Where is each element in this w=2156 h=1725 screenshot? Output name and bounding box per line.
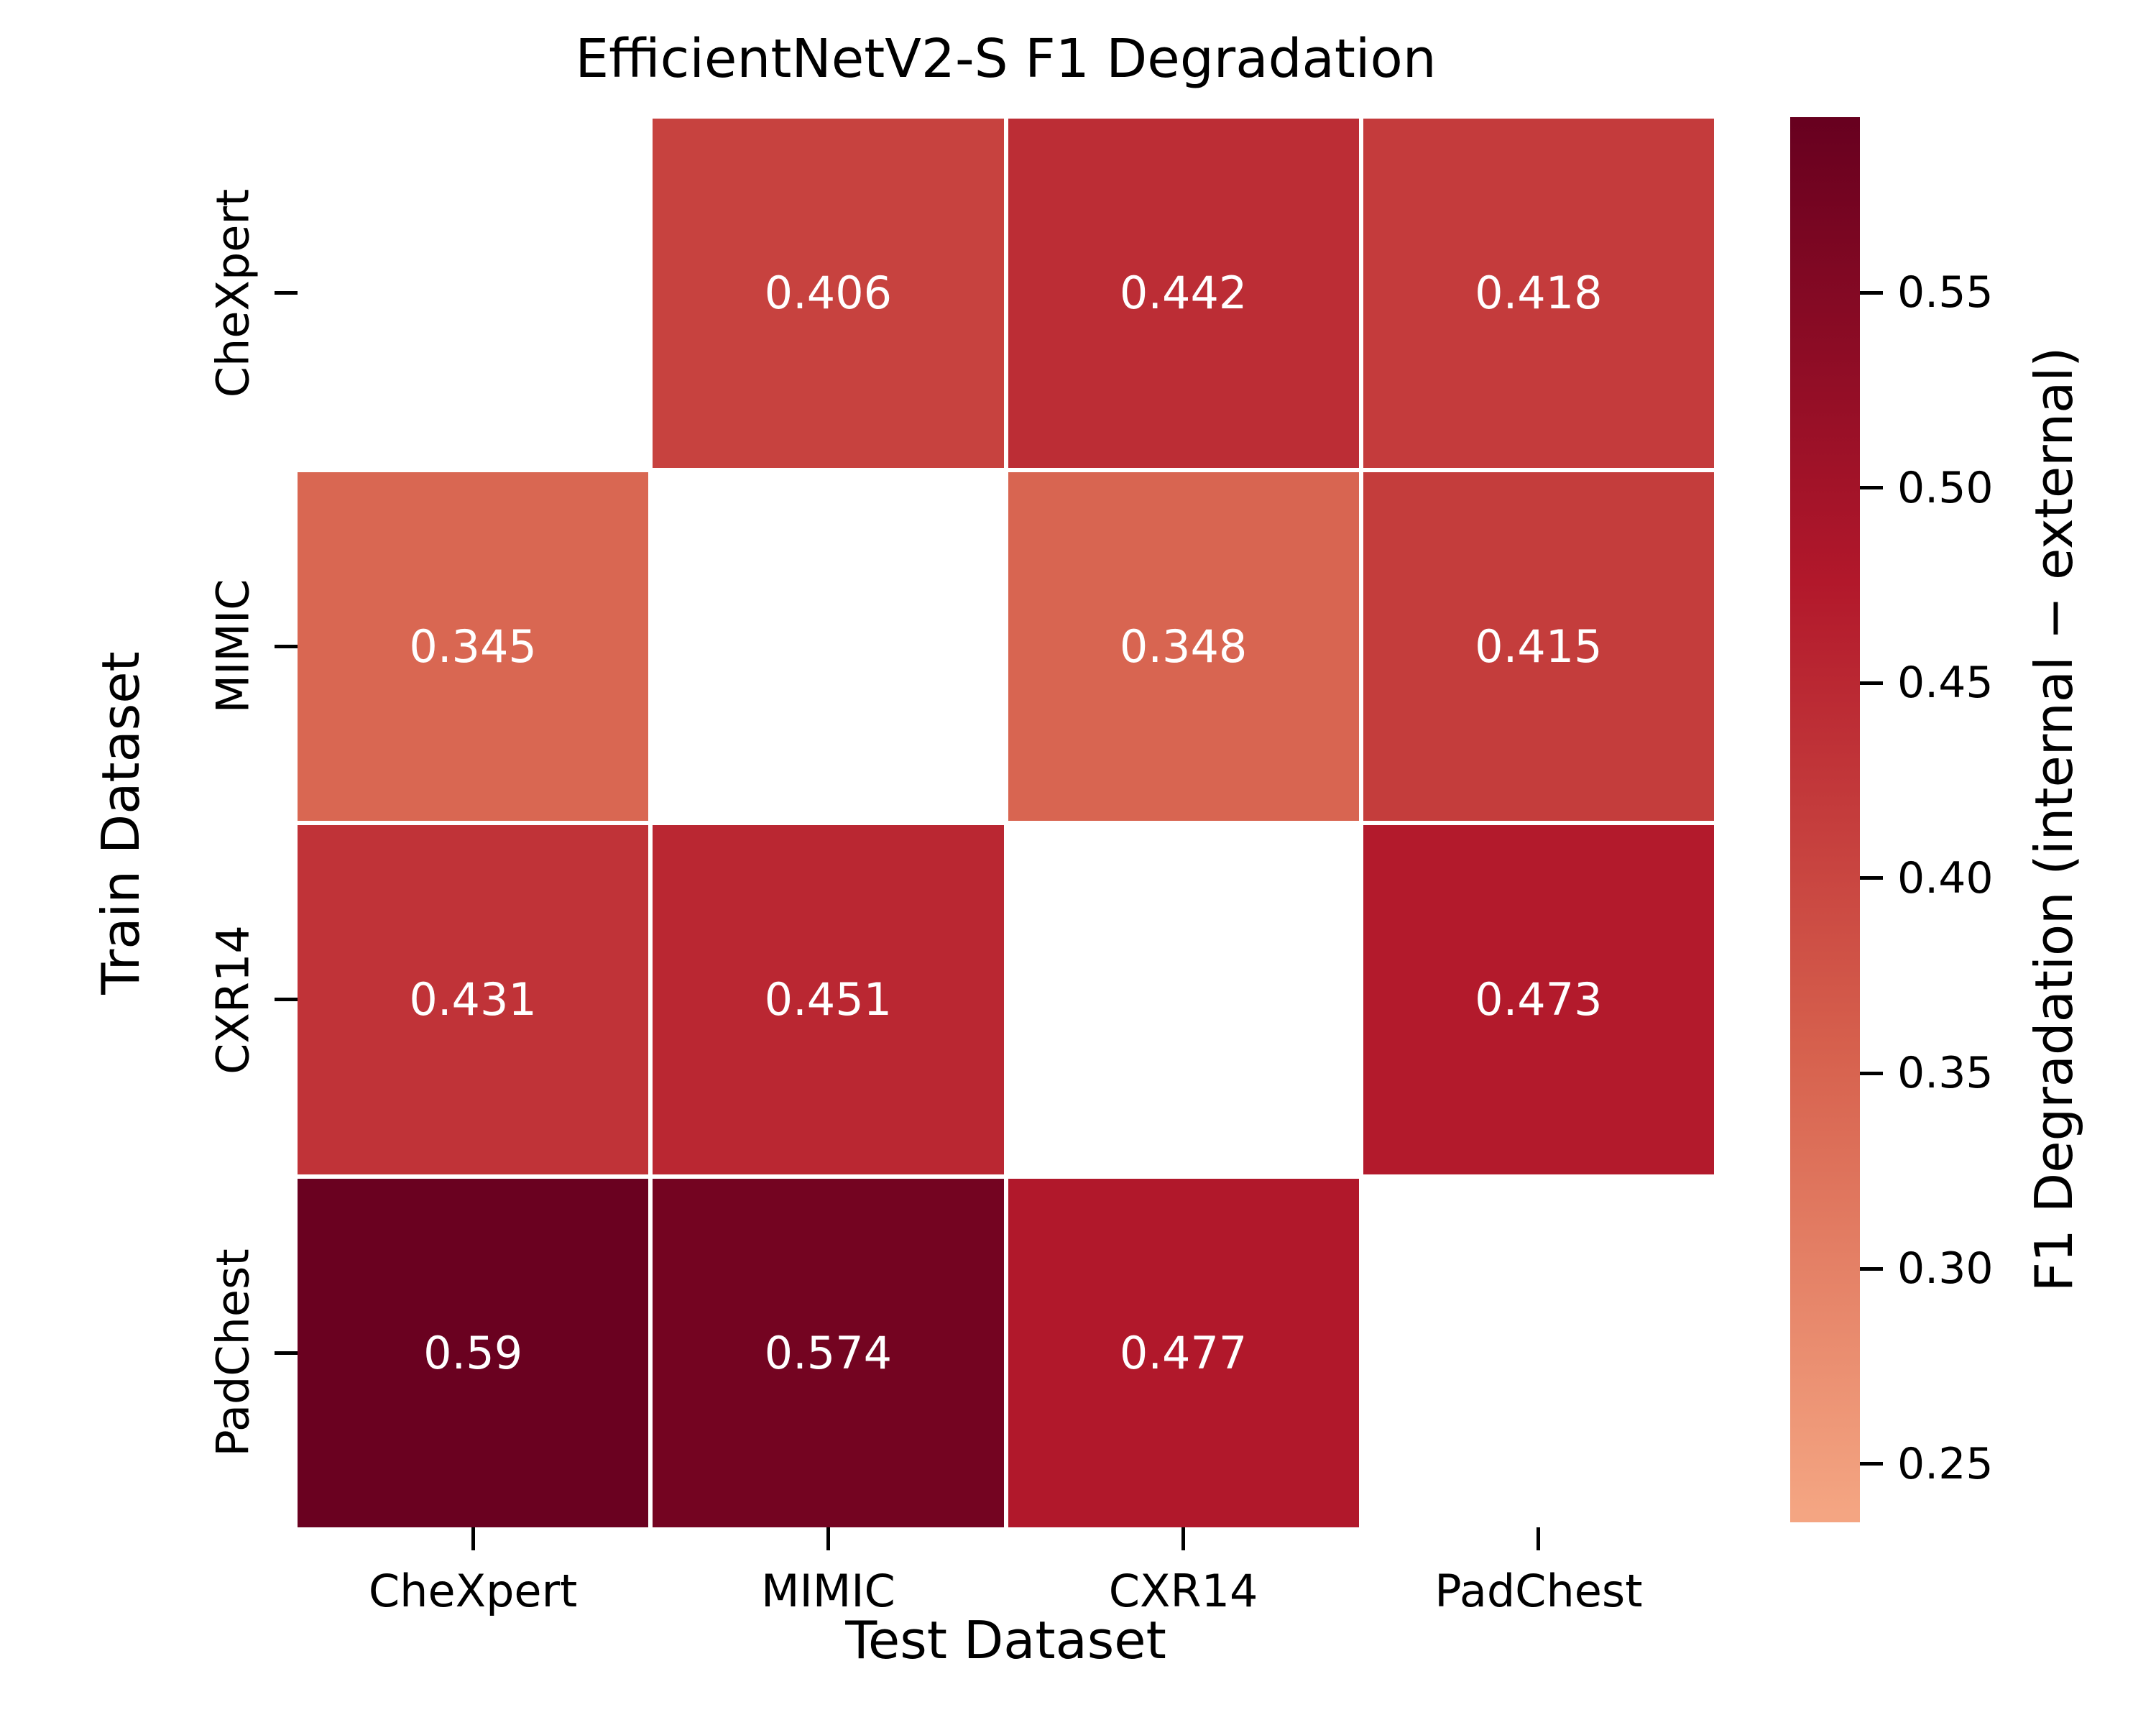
colorbar-tick	[1860, 681, 1883, 685]
x-tick	[1181, 1527, 1186, 1550]
colorbar-tick-label: 0.25	[1897, 1438, 1994, 1489]
heatmap-cell-MIMIC-MIMIC	[653, 472, 1004, 821]
heatmap-cell-CheXpert-MIMIC: 0.406	[653, 119, 1004, 468]
y-tick-label: CXR14	[206, 924, 259, 1075]
colorbar-tick	[1860, 1266, 1883, 1271]
colorbar-tick	[1860, 876, 1883, 880]
colorbar-tick-label: 0.55	[1897, 267, 1994, 318]
heatmap-cell-CXR14-PadChest: 0.473	[1363, 825, 1714, 1174]
heatmap-cell-CheXpert-CheXpert	[298, 119, 649, 468]
x-axis-label: Test Dataset	[845, 1610, 1166, 1670]
x-tick-label: MIMIC	[760, 1565, 895, 1617]
colorbar	[1790, 117, 1860, 1522]
y-tick-label: PadChest	[206, 1248, 259, 1457]
cell-value: 0.574	[764, 1326, 893, 1379]
colorbar-tick	[1860, 1462, 1883, 1466]
heatmap-cell-CXR14-MIMIC: 0.451	[653, 825, 1004, 1174]
y-tick	[275, 998, 298, 1002]
x-tick	[826, 1527, 830, 1550]
x-tick-label: PadChest	[1434, 1565, 1643, 1617]
y-axis-label: Train Dataset	[91, 651, 151, 995]
heatmap-cell-PadChest-CXR14: 0.477	[1008, 1178, 1359, 1527]
colorbar-tick	[1860, 486, 1883, 490]
colorbar-tick-label: 0.50	[1897, 462, 1994, 513]
heatmap-cell-MIMIC-PadChest: 0.415	[1363, 472, 1714, 821]
heatmap-cell-CXR14-CheXpert: 0.431	[298, 825, 649, 1174]
y-tick-label: CheXpert	[206, 188, 259, 398]
y-tick	[275, 1351, 298, 1355]
colorbar-tick-label: 0.45	[1897, 658, 1994, 709]
chart-title: EfficientNetV2-S F1 Degradation	[575, 28, 1437, 90]
colorbar-tick	[1860, 290, 1883, 295]
heatmap-cell-CXR14-CXR14	[1008, 825, 1359, 1174]
cell-value: 0.418	[1475, 267, 1603, 320]
heatmap-cell-PadChest-PadChest	[1363, 1178, 1714, 1527]
colorbar-tick	[1860, 1071, 1883, 1075]
cell-value: 0.473	[1475, 973, 1603, 1026]
cell-value: 0.59	[423, 1326, 523, 1379]
heatmap-cell-MIMIC-CXR14: 0.348	[1008, 472, 1359, 821]
cell-value: 0.348	[1119, 620, 1248, 673]
heatmap-grid: 0.406 0.442 0.418 0.345 0.348 0.415 0.431 0.451…	[298, 119, 1714, 1527]
x-tick	[471, 1527, 475, 1550]
cell-value: 0.477	[1119, 1326, 1248, 1379]
colorbar-tick-label: 0.40	[1897, 852, 1994, 903]
cell-value: 0.451	[764, 973, 893, 1026]
colorbar-tick-label: 0.30	[1897, 1243, 1994, 1294]
colorbar-label: F1 Degradation (internal − external)	[2024, 346, 2084, 1292]
y-tick-label: MIMIC	[206, 579, 259, 714]
heatmap-cell-CheXpert-PadChest: 0.418	[1363, 119, 1714, 468]
heatmap-cell-PadChest-CheXpert: 0.59	[298, 1178, 649, 1527]
cell-value: 0.442	[1119, 267, 1248, 320]
colorbar-tick-label: 0.35	[1897, 1048, 1994, 1099]
cell-value: 0.431	[409, 973, 537, 1026]
x-tick	[1537, 1527, 1541, 1550]
x-tick-label: CXR14	[1108, 1565, 1258, 1617]
heatmap-cell-MIMIC-CheXpert: 0.345	[298, 472, 649, 821]
heatmap-cell-CheXpert-CXR14: 0.442	[1008, 119, 1359, 468]
x-tick-label: CheXpert	[368, 1565, 578, 1617]
cell-value: 0.345	[409, 620, 537, 673]
heatmap-cell-PadChest-MIMIC: 0.574	[653, 1178, 1004, 1527]
y-tick	[275, 291, 298, 295]
cell-value: 0.406	[764, 267, 893, 320]
y-tick	[275, 644, 298, 648]
cell-value: 0.415	[1475, 620, 1603, 673]
